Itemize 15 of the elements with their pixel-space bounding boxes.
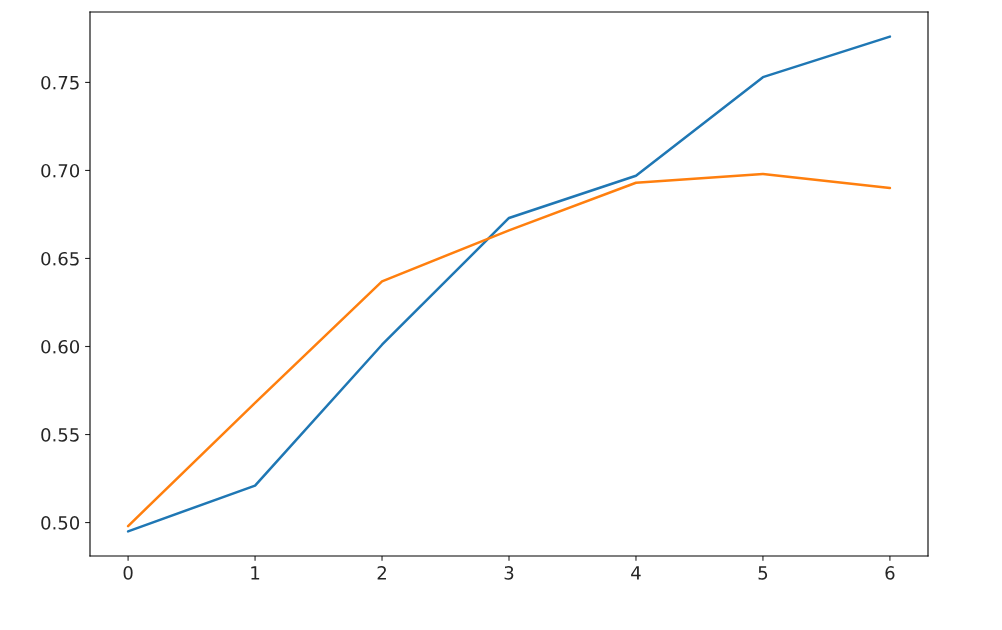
x-tick-label: 1 (251, 566, 260, 580)
x-tick-label: 0 (123, 566, 133, 580)
line-series (126, 172, 892, 528)
x-tick-label: 3 (504, 566, 514, 580)
y-tick-label: 0.65 (41, 251, 79, 266)
y-tick-label: 0.70 (41, 163, 80, 178)
x-tick-label: 5 (758, 566, 768, 580)
x-tick-label: 4 (631, 566, 641, 580)
y-tick-label: 0.60 (41, 339, 80, 354)
y-tick-label: 0.75 (41, 75, 79, 90)
x-tick-label: 2 (377, 566, 386, 580)
y-tick-label: 0.50 (41, 516, 80, 530)
y-tick-label: 0.55 (41, 427, 79, 442)
line-series (126, 35, 892, 533)
x-tick-label: 6 (885, 566, 895, 580)
